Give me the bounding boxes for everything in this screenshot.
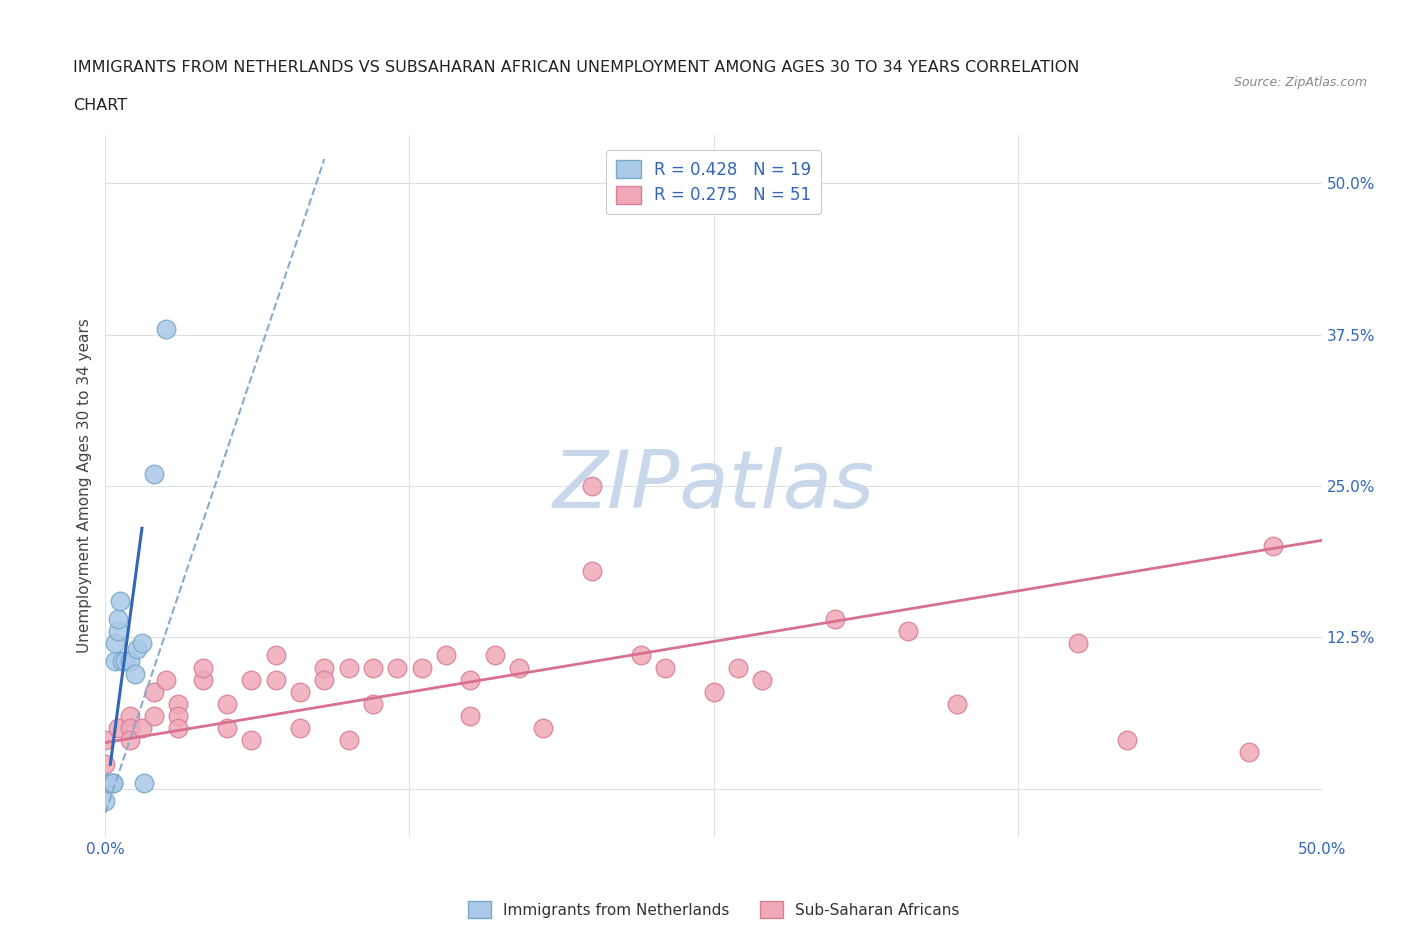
Point	[314, 672, 336, 687]
Point	[751, 672, 773, 687]
Point	[155, 672, 177, 687]
Point	[118, 721, 141, 736]
Point	[167, 697, 190, 711]
Point	[94, 775, 117, 790]
Point	[361, 660, 384, 675]
Point	[288, 684, 311, 699]
Point	[167, 721, 190, 736]
Point	[101, 775, 124, 790]
Point	[155, 321, 177, 336]
Point	[124, 666, 146, 681]
Point	[411, 660, 433, 675]
Point	[107, 624, 129, 639]
Point	[104, 636, 127, 651]
Point	[727, 660, 749, 675]
Point	[824, 612, 846, 627]
Text: Source: ZipAtlas.com: Source: ZipAtlas.com	[1233, 76, 1367, 89]
Point	[458, 709, 481, 724]
Point	[1067, 636, 1090, 651]
Point	[897, 624, 920, 639]
Y-axis label: Unemployment Among Ages 30 to 34 years: Unemployment Among Ages 30 to 34 years	[77, 318, 93, 654]
Point	[1261, 539, 1284, 554]
Point	[702, 684, 725, 699]
Point	[630, 648, 652, 663]
Point	[167, 709, 190, 724]
Point	[314, 660, 336, 675]
Legend: Immigrants from Netherlands, Sub-Saharan Africans: Immigrants from Netherlands, Sub-Saharan…	[460, 894, 967, 925]
Text: IMMIGRANTS FROM NETHERLANDS VS SUBSAHARAN AFRICAN UNEMPLOYMENT AMONG AGES 30 TO : IMMIGRANTS FROM NETHERLANDS VS SUBSAHARA…	[73, 60, 1080, 75]
Point	[98, 775, 121, 790]
Point	[104, 654, 127, 669]
Point	[131, 636, 153, 651]
Point	[107, 721, 129, 736]
Text: ZIPatlas: ZIPatlas	[553, 447, 875, 525]
Point	[1116, 733, 1139, 748]
Point	[107, 612, 129, 627]
Point	[191, 660, 214, 675]
Point	[337, 733, 360, 748]
Point	[118, 654, 141, 669]
Point	[118, 709, 141, 724]
Point	[94, 757, 117, 772]
Point	[94, 733, 117, 748]
Point	[118, 733, 141, 748]
Point	[114, 654, 136, 669]
Point	[111, 654, 134, 669]
Point	[143, 709, 166, 724]
Point	[531, 721, 554, 736]
Point	[458, 672, 481, 687]
Point	[191, 672, 214, 687]
Point	[217, 721, 239, 736]
Point	[125, 642, 148, 657]
Point	[581, 564, 603, 578]
Point	[654, 660, 676, 675]
Point	[264, 672, 287, 687]
Point	[945, 697, 967, 711]
Point	[1237, 745, 1260, 760]
Point	[101, 775, 124, 790]
Point	[434, 648, 457, 663]
Point	[264, 648, 287, 663]
Point	[143, 466, 166, 481]
Text: CHART: CHART	[73, 98, 127, 113]
Point	[508, 660, 530, 675]
Point	[288, 721, 311, 736]
Point	[240, 672, 263, 687]
Point	[134, 775, 156, 790]
Point	[131, 721, 153, 736]
Point	[361, 697, 384, 711]
Point	[581, 479, 603, 494]
Point	[108, 593, 131, 608]
Point	[337, 660, 360, 675]
Point	[94, 793, 117, 808]
Point	[143, 684, 166, 699]
Point	[217, 697, 239, 711]
Point	[240, 733, 263, 748]
Point	[484, 648, 506, 663]
Point	[387, 660, 409, 675]
